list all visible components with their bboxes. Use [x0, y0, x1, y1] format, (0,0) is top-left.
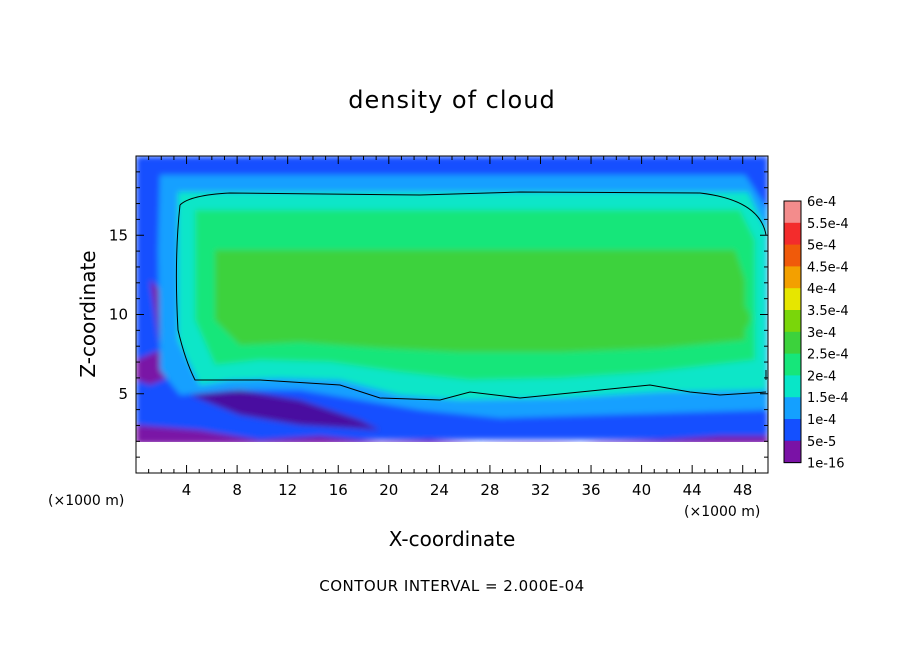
colorbar-label: 2.5e-4	[807, 348, 849, 363]
colorbar-label: 2e-4	[807, 369, 836, 384]
field-core-right	[690, 298, 750, 338]
density-field	[136, 156, 768, 473]
colorbar-swatch	[784, 222, 801, 246]
colorbar-label: 5e-4	[807, 239, 836, 254]
colorbar-swatch	[784, 440, 801, 463]
field-core-left	[255, 298, 345, 342]
colorbar-label: 3.5e-4	[807, 304, 849, 319]
x-unit-right: (×1000 m)	[684, 504, 760, 520]
colorbar-swatch	[784, 244, 801, 267]
colorbar-label: 1e-16	[807, 457, 845, 472]
x-unit-left: (×1000 m)	[48, 493, 124, 509]
colorbar-label: 1e-4	[807, 413, 836, 428]
colorbar-legend: 6e-4 5.5e-4 5e-4 4.5e-4 4e-4 3.5e-4 3e-4 2.5e-4…	[783, 195, 849, 472]
colorbar-label: 5e-5	[807, 435, 836, 450]
colorbar-label: 4e-4	[807, 282, 836, 297]
colorbar-swatch	[784, 266, 801, 289]
x-tick-label: 20	[379, 481, 398, 499]
colorbar-swatch	[784, 353, 801, 376]
x-tick-label: 32	[531, 481, 550, 499]
colorbar-swatch	[784, 310, 801, 333]
x-tick-label: 28	[480, 481, 499, 499]
x-axis: 4 8 12 16 20 24 28 32 36 40 44 48	[148, 156, 756, 499]
x-tick-label: 36	[581, 481, 600, 499]
field-purple-mid	[190, 390, 380, 430]
x-tick-label: 24	[430, 481, 449, 499]
colorbar-label: 4.5e-4	[807, 260, 849, 275]
colorbar-label: 3e-4	[807, 326, 836, 341]
colorbar-swatch	[784, 375, 801, 398]
x-tick-label: 8	[232, 481, 242, 499]
x-tick-label: 48	[733, 481, 752, 499]
colorbar-swatch	[784, 331, 801, 355]
colorbar-swatch	[784, 288, 801, 311]
colorbar-label: 6e-4	[807, 195, 836, 210]
x-tick-label: 44	[683, 481, 702, 499]
chart-title: density of cloud	[348, 86, 556, 114]
y-tick-label: 10	[109, 306, 128, 324]
colorbar-frame	[783, 200, 802, 464]
y-tick-label: 5	[118, 385, 128, 403]
colorbar-label: 5.5e-4	[807, 217, 849, 232]
contour-interval-note: CONTOUR INTERVAL = 2.000E-04	[319, 577, 585, 595]
colorbar-label: 1.5e-4	[807, 391, 849, 406]
x-axis-label: X-coordinate	[389, 527, 516, 551]
field-green	[215, 250, 745, 352]
colorbar-swatch	[784, 419, 801, 442]
x-tick-label: 16	[329, 481, 348, 499]
y-axis-label: Z-coordinate	[76, 250, 100, 377]
y-tick-label: 15	[109, 226, 128, 244]
x-tick-label: 40	[632, 481, 651, 499]
x-tick-label: 12	[278, 481, 297, 499]
x-tick-label: 4	[182, 481, 192, 499]
colorbar-swatch	[784, 397, 801, 420]
y-axis: 5 10 15	[109, 171, 768, 458]
colorbar-swatch	[784, 201, 801, 224]
